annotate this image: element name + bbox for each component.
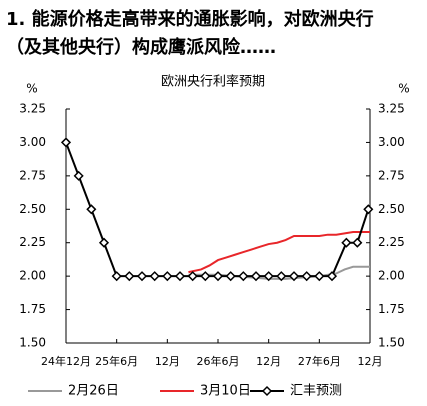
series-line xyxy=(65,142,370,278)
y-tick-label: 1.50 xyxy=(19,336,46,350)
series-marker xyxy=(225,271,236,282)
heading-line: （及其他央行）构成鹰派风险…… xyxy=(6,36,276,58)
series-marker xyxy=(212,271,224,282)
y-tick-label: 2.25 xyxy=(19,235,46,249)
series-marker xyxy=(326,271,338,282)
y2-tick-label: 2.00 xyxy=(378,269,405,283)
series-marker xyxy=(238,271,249,282)
x-tick-label: 12月 xyxy=(256,355,281,368)
y2-tick-label: 2.50 xyxy=(378,202,405,216)
y-tick-label: 2.50 xyxy=(19,202,46,216)
series-marker xyxy=(124,271,135,282)
series-marker xyxy=(276,271,287,282)
series-marker xyxy=(363,204,374,215)
heading-line: 1. 能源价格走高带来的通胀影响，对欧洲央行 xyxy=(6,8,374,30)
series-marker xyxy=(149,271,160,282)
y2-tick-label: 2.25 xyxy=(378,235,405,249)
y-tick-label: 1.75 xyxy=(19,302,46,316)
legend-label: 2月26日 xyxy=(68,384,119,399)
series-marker xyxy=(250,271,262,282)
legend-label: 3月10日 xyxy=(200,384,251,399)
series-marker xyxy=(136,271,148,282)
series-marker xyxy=(162,271,173,282)
series-marker xyxy=(60,137,72,148)
x-tick-label: 12月 xyxy=(358,355,383,368)
series-marker xyxy=(288,271,300,282)
series-marker xyxy=(73,170,84,181)
y2-tick-label: 2.75 xyxy=(378,168,405,182)
legend-label: 汇丰预测 xyxy=(290,384,342,399)
y2-tick-label: 1.75 xyxy=(378,302,405,316)
series-marker xyxy=(187,271,198,282)
series-marker xyxy=(111,271,122,282)
series-line xyxy=(188,231,370,274)
x-tick-label: 27年6月 xyxy=(298,354,341,368)
y2-tick-label: 3.00 xyxy=(378,135,405,149)
series-marker xyxy=(200,271,211,282)
y-tick-label: 2.00 xyxy=(19,269,46,283)
series-marker xyxy=(314,271,325,282)
y2-unit: % xyxy=(398,82,409,96)
x-tick-label: 12月 xyxy=(155,355,180,368)
series-marker xyxy=(263,271,274,282)
y2-tick-label: 1.50 xyxy=(378,336,405,350)
x-tick-label: 25年6月 xyxy=(95,354,138,368)
series-marker xyxy=(86,204,97,215)
y-unit: % xyxy=(26,82,37,96)
legend-marker xyxy=(261,385,273,397)
y-tick-label: 3.00 xyxy=(19,135,46,149)
x-tick-label: 24年12月 xyxy=(41,354,91,368)
chart-title: 欧洲央行利率预期 xyxy=(161,74,265,90)
y-tick-label: 2.75 xyxy=(19,168,46,182)
series-marker xyxy=(301,271,312,282)
y-tick-label: 3.25 xyxy=(19,102,46,116)
series-marker xyxy=(341,237,352,248)
series-marker xyxy=(174,271,186,282)
y2-tick-label: 3.25 xyxy=(378,102,405,116)
series-marker xyxy=(98,237,110,248)
series-marker xyxy=(352,237,363,248)
x-tick-label: 26年6月 xyxy=(197,354,240,368)
